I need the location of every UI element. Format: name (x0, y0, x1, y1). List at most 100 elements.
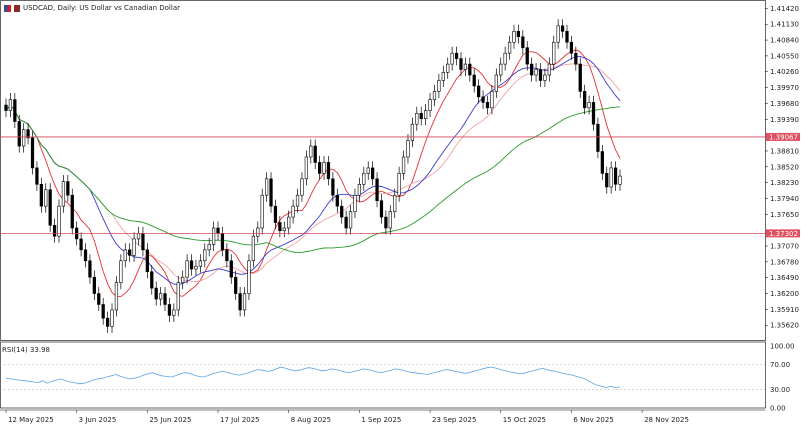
candle-body (340, 205, 344, 218)
candle-body (600, 151, 604, 174)
candle-body (397, 173, 401, 196)
moving-averages (5, 49, 621, 298)
chart-grid (0, 0, 766, 409)
level-label-bg (766, 132, 800, 141)
candle-body (136, 233, 141, 240)
candle-body (322, 162, 326, 174)
candle-body (278, 222, 282, 232)
candle-body (348, 211, 353, 229)
rsi-label: RSI(14) 33.98 (2, 346, 51, 354)
candle-body (242, 293, 247, 311)
price-pane-frame (0, 0, 766, 341)
candle-body (176, 282, 180, 311)
candle-body (569, 41, 574, 54)
candle-body (291, 205, 295, 218)
ma-long-line (5, 104, 621, 253)
candle-body (371, 167, 375, 180)
candle-body (234, 276, 238, 294)
candle-body (88, 260, 92, 278)
candle-body (477, 85, 481, 98)
candle-body (388, 211, 392, 229)
candle-body (313, 145, 317, 163)
candle-body (52, 224, 57, 237)
candle-body (499, 63, 503, 76)
rsi-tick-label: 70.00 (770, 361, 790, 369)
candle-body (194, 265, 198, 270)
price-tick-label: 1.37650 (770, 211, 799, 219)
candle-body (22, 129, 26, 147)
rsi-line (5, 366, 621, 388)
candle-body (282, 227, 286, 232)
candle-body (459, 58, 463, 70)
candle-body (565, 31, 569, 43)
candle-body (141, 233, 145, 251)
chart-title: USDCAD, Daily: US Dollar vs Canadian Dol… (23, 4, 180, 12)
candle-body (344, 216, 348, 229)
candle-body (260, 194, 264, 229)
time-tick-label: 15 Oct 2025 (503, 416, 546, 424)
candle-body (583, 91, 587, 109)
candle-body (17, 121, 21, 147)
candle-body (410, 123, 415, 141)
candle-body (384, 216, 388, 229)
candle-body (525, 47, 529, 65)
candle-body (379, 200, 384, 218)
candle-body (530, 63, 534, 76)
candle-body (481, 96, 485, 103)
candle-body (609, 167, 613, 188)
candle-body (357, 183, 362, 196)
time-tick-label: 8 Aug 2025 (291, 416, 331, 424)
candle-body (256, 227, 260, 237)
candle-body (30, 137, 35, 169)
candle-body (48, 189, 52, 226)
candle-body (494, 74, 498, 92)
candle-body (172, 309, 176, 316)
candle-body (114, 282, 119, 311)
candle-body (229, 260, 233, 278)
candle-body (331, 178, 335, 196)
candle-body (415, 112, 419, 125)
price-tick-label: 1.38520 (770, 163, 799, 171)
candle-body (587, 102, 591, 109)
candle-body (185, 260, 189, 278)
candle-body (44, 189, 48, 207)
candle-body (362, 173, 366, 185)
level-label-bg (766, 229, 800, 238)
price-tick-label: 1.40550 (770, 52, 799, 60)
price-tick-label: 1.39680 (770, 100, 799, 108)
price-tick-label: 1.36780 (770, 258, 799, 266)
candle-body (613, 167, 618, 185)
time-tick-label: 12 May 2025 (8, 416, 54, 424)
ma-slow-line (5, 63, 621, 282)
candle-body (26, 129, 30, 139)
candle-body (264, 178, 269, 196)
candle-body (207, 244, 211, 251)
candle-body (70, 194, 74, 229)
candle-body (150, 271, 154, 289)
candle-body (295, 194, 300, 207)
candle-body (560, 25, 565, 32)
candle-body (304, 156, 308, 180)
candle-body (578, 63, 582, 92)
candle-body (225, 249, 229, 262)
candle-body (158, 293, 163, 300)
candle-body (468, 63, 472, 76)
candle-body (605, 173, 609, 188)
price-tick-label: 1.38810 (770, 147, 799, 155)
candle-body (521, 36, 525, 49)
candle-body (326, 162, 331, 180)
level-label: 1.39067 (769, 133, 798, 141)
candle-body (79, 238, 83, 251)
candle-body (618, 175, 622, 185)
rsi-tick-label: 30.00 (770, 386, 790, 394)
candle-body (97, 293, 101, 305)
candle-body (441, 71, 445, 81)
candle-body (401, 156, 406, 174)
candle-body (419, 112, 423, 120)
candle-body (189, 260, 194, 270)
time-axis: 12 May 2025 3 Jun 2025 25 Jun 2025 17 Jul 2… (0, 409, 765, 424)
candle-body (39, 183, 43, 207)
candle-body (538, 69, 543, 81)
candle-body (35, 167, 39, 185)
